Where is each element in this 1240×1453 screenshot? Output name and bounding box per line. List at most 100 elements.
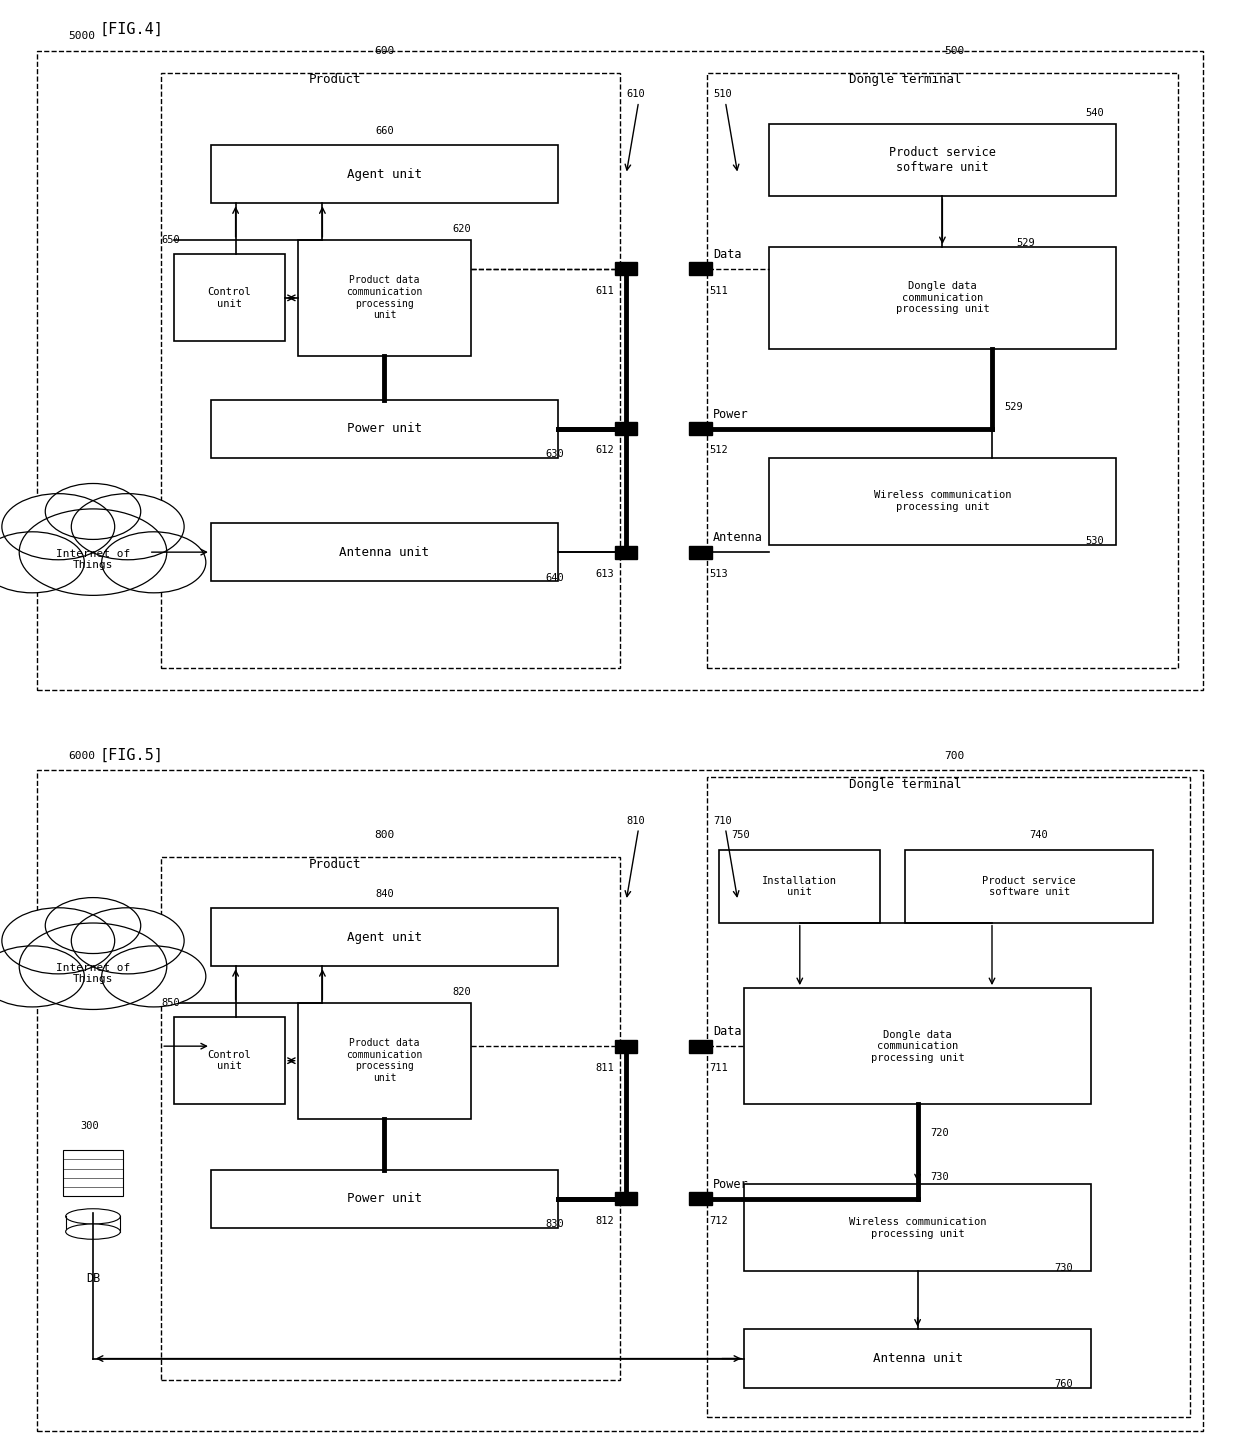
Text: Internet of
Things: Internet of Things [56,963,130,984]
Bar [211,145,558,203]
Text: 529: 529 [1004,402,1023,411]
Text: 540: 540 [1085,108,1104,118]
Text: Power: Power [713,1178,749,1190]
Bar [744,988,1091,1104]
Text: Dongle terminal: Dongle terminal [849,779,961,790]
Text: 5000: 5000 [68,32,95,41]
Text: 6000: 6000 [68,751,95,760]
Text: Control
unit: Control unit [207,1051,252,1071]
Bar [689,423,712,436]
Bar [689,546,712,559]
Text: Internet of
Things: Internet of Things [56,549,130,570]
Bar [174,1017,285,1104]
Bar [615,1191,637,1206]
Text: Product service
software unit: Product service software unit [889,145,996,174]
Bar [161,73,620,668]
Text: 500: 500 [945,46,965,55]
Bar [769,458,1116,545]
Text: 811: 811 [595,1064,614,1072]
Text: 660: 660 [374,126,394,135]
Text: 700: 700 [945,751,965,760]
Text: 730: 730 [1054,1263,1073,1273]
Text: 620: 620 [453,224,471,234]
Text: 510: 510 [713,90,732,99]
Bar [298,1003,471,1119]
Bar [615,262,637,276]
Text: Antenna unit: Antenna unit [340,546,429,558]
Text: 650: 650 [161,235,180,244]
Bar [689,1191,712,1206]
Text: 710: 710 [713,817,732,825]
Text: Antenna unit: Antenna unit [873,1353,962,1364]
Text: [FIG.4]: [FIG.4] [99,22,164,36]
Ellipse shape [72,494,185,559]
Text: 712: 712 [709,1216,728,1225]
Bar [211,908,558,966]
Text: 610: 610 [626,90,645,99]
Text: 730: 730 [930,1173,949,1181]
Text: 720: 720 [930,1129,949,1138]
Text: 840: 840 [374,889,394,898]
Text: Installation
unit: Installation unit [763,876,837,897]
Text: 513: 513 [709,570,728,578]
Text: Control
unit: Control unit [207,288,252,308]
Bar [905,850,1153,923]
Bar [707,73,1178,668]
Ellipse shape [20,923,166,1010]
Bar [769,124,1116,196]
Text: Product data
communication
processing
unit: Product data communication processing un… [346,1039,423,1082]
Text: Product: Product [309,74,361,86]
Text: 750: 750 [732,831,750,840]
Text: Product data
communication
processing
unit: Product data communication processing un… [346,276,423,320]
Text: 830: 830 [546,1219,564,1229]
Text: 300: 300 [81,1122,99,1130]
Text: Power unit: Power unit [347,423,422,434]
Text: Dongle data
communication
processing unit: Dongle data communication processing uni… [870,1030,965,1062]
Text: Power unit: Power unit [347,1193,422,1205]
Ellipse shape [0,946,84,1007]
Text: [FIG.5]: [FIG.5] [99,748,164,763]
Bar [63,1151,123,1196]
Ellipse shape [66,1209,120,1223]
Ellipse shape [20,509,166,596]
Bar [37,51,1203,690]
Bar [211,400,558,458]
Bar [161,857,620,1380]
Bar [707,777,1190,1417]
Ellipse shape [1,494,114,559]
Text: Dongle data
communication
processing unit: Dongle data communication processing uni… [895,282,990,314]
Text: Data: Data [713,1026,742,1037]
Text: 760: 760 [1054,1379,1073,1389]
Text: 630: 630 [546,449,564,459]
Ellipse shape [102,946,206,1007]
Text: Data: Data [713,248,742,260]
Bar [769,247,1116,349]
Text: Agent unit: Agent unit [347,169,422,180]
Bar [615,546,637,559]
Text: DB: DB [86,1273,100,1284]
Ellipse shape [46,484,141,539]
Bar [211,1170,558,1228]
Text: 711: 711 [709,1064,728,1072]
Text: 512: 512 [709,446,728,455]
Text: 800: 800 [374,831,394,840]
Text: Product service
software unit: Product service software unit [982,876,1076,897]
Text: Wireless communication
processing unit: Wireless communication processing unit [874,491,1011,511]
Text: 640: 640 [546,572,564,583]
Bar [744,1184,1091,1271]
Bar [689,1040,712,1052]
Text: 600: 600 [374,46,394,55]
Text: 613: 613 [595,570,614,578]
Text: 612: 612 [595,446,614,455]
Text: 850: 850 [161,998,180,1007]
Bar [615,1040,637,1052]
Ellipse shape [72,908,185,974]
Text: 611: 611 [595,286,614,295]
Text: Product: Product [309,859,361,870]
Bar [174,254,285,341]
Ellipse shape [1,908,114,974]
Text: Power: Power [713,408,749,420]
Text: 740: 740 [1029,831,1048,840]
Text: 530: 530 [1085,536,1104,546]
Text: 529: 529 [1017,238,1035,248]
